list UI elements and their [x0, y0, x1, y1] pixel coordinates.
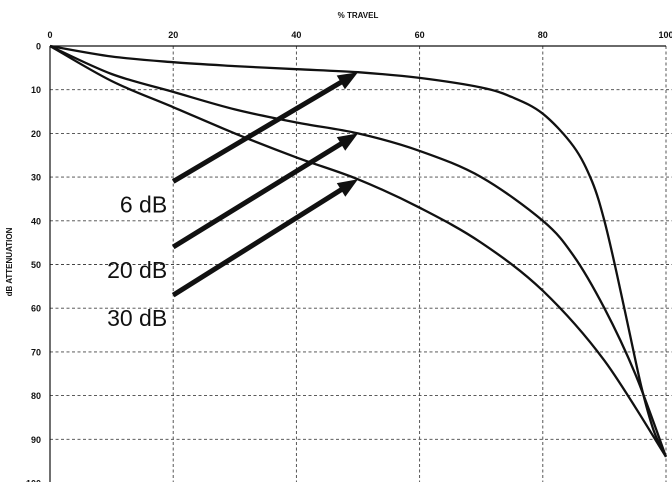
annotation-arrow-1: [171, 140, 345, 250]
annotation-label-0: 6 dB: [120, 192, 167, 218]
x-tick-label: 0: [47, 30, 52, 40]
y-tick-label: 60: [31, 304, 41, 314]
y-tick-label: 100: [26, 479, 41, 482]
y-tick-label: 0: [36, 42, 41, 52]
y-tick-label: 50: [31, 260, 41, 270]
series-line-0: [49, 44, 668, 458]
y-tick-label: 70: [31, 347, 41, 357]
x-axis-title: % TRAVEL: [338, 11, 379, 20]
axes: [49, 45, 666, 482]
annotation-arrowhead-0: [336, 72, 358, 90]
series-curves: [49, 44, 668, 458]
y-tick-labels: 0 10 20 30 40 50 60 70 80 90 100: [26, 42, 41, 482]
x-tick-label: 100: [658, 30, 672, 40]
y-tick-label: 20: [31, 129, 41, 139]
annotation-label-2: 30 dB: [107, 305, 167, 331]
y-tick-label: 40: [31, 216, 41, 226]
x-tick-labels: 0 20 40 60 80 100: [47, 30, 672, 40]
series-line-2: [49, 44, 667, 458]
annotation-arrowhead-2: [336, 179, 358, 197]
x-tick-label: 40: [291, 30, 301, 40]
x-tick-label: 20: [168, 30, 178, 40]
y-tick-label: 10: [31, 85, 41, 95]
y-axis-title: dB ATTENUATION: [5, 227, 14, 296]
annotation-arrow-2: [171, 186, 345, 298]
y-tick-label: 30: [31, 173, 41, 183]
y-tick-label: 90: [31, 435, 41, 445]
y-tick-label: 80: [31, 391, 41, 401]
annotation-arrowhead-1: [336, 133, 358, 151]
annotation-arrow-0: [171, 79, 344, 184]
series-line-1: [49, 44, 668, 458]
annotations: 6 dB 20 dB 30 dB: [107, 72, 358, 331]
annotation-label-1: 20 dB: [107, 257, 167, 283]
x-tick-label: 80: [538, 30, 548, 40]
x-tick-label: 60: [415, 30, 425, 40]
